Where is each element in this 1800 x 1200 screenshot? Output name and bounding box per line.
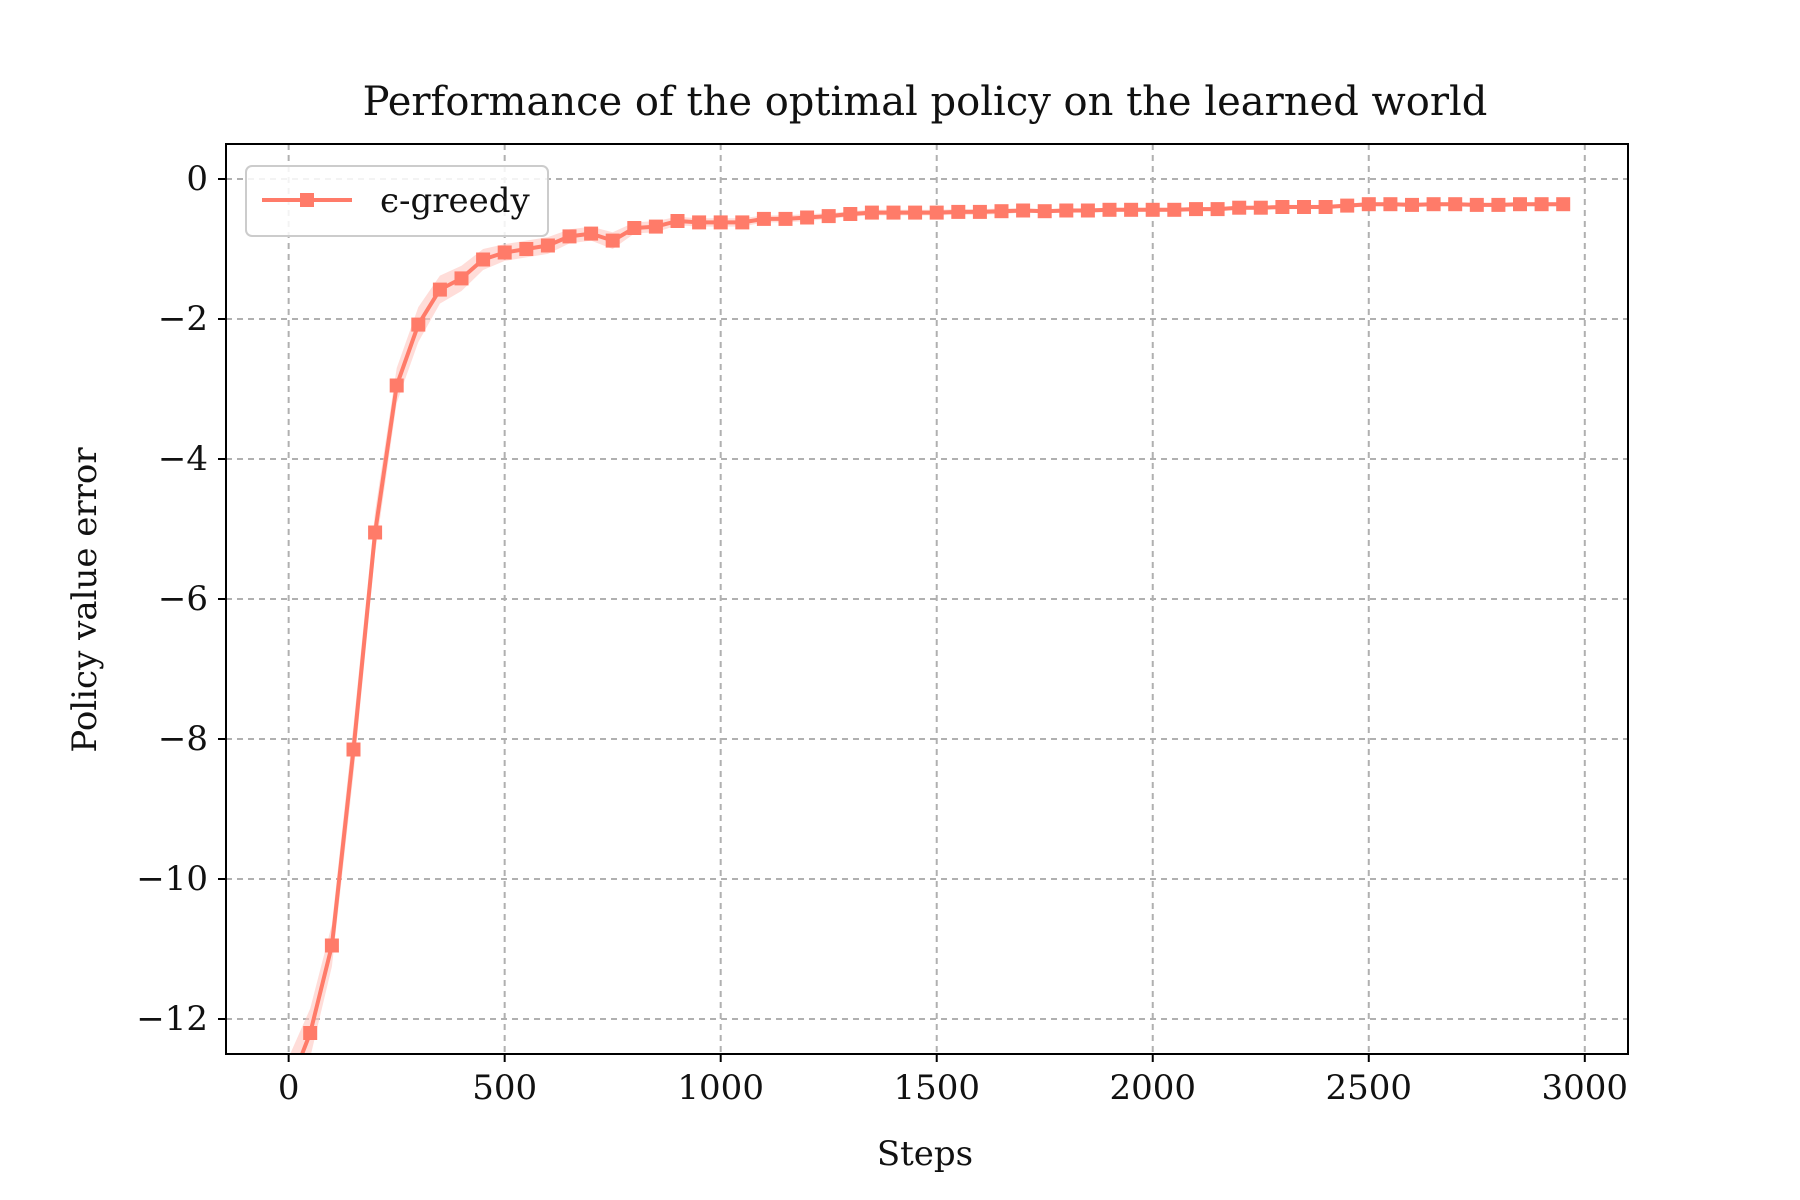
data-point-marker xyxy=(432,282,447,297)
data-point-marker xyxy=(1102,202,1117,217)
data-point-marker xyxy=(1253,200,1268,215)
x-axis-ticks: 0 500 1000 1500 2000 2500 3000 xyxy=(278,1054,1628,1108)
data-point-marker xyxy=(648,219,663,234)
data-point-marker xyxy=(800,210,815,225)
data-point-marker xyxy=(540,238,555,253)
data-point-marker xyxy=(778,211,793,226)
x-tick-label: 500 xyxy=(472,1068,537,1108)
data-point-marker xyxy=(1037,204,1052,219)
y-tick-label: −12 xyxy=(136,999,208,1039)
data-point-marker xyxy=(1210,202,1225,217)
data-point-marker xyxy=(303,1026,318,1040)
data-point-marker xyxy=(908,205,923,220)
data-point-marker xyxy=(476,252,491,267)
data-point-marker xyxy=(864,205,879,220)
data-point-marker xyxy=(972,204,987,219)
data-point-marker xyxy=(1513,197,1527,212)
data-point-marker xyxy=(1383,197,1398,212)
data-point-marker xyxy=(756,211,771,226)
data-point-marker xyxy=(584,226,599,241)
data-point-marker xyxy=(886,205,901,220)
data-point-marker xyxy=(368,525,383,540)
y-tick-label: −4 xyxy=(158,439,208,479)
data-point-marker xyxy=(1016,203,1031,218)
legend-box xyxy=(245,165,549,237)
y-axis-ticks: 0 −2 −4 −6 −8 −10 −12 xyxy=(136,159,226,1039)
legend-label: ϵ-greedy xyxy=(380,181,531,221)
data-point-marker xyxy=(1556,197,1571,212)
data-point-marker xyxy=(324,938,339,953)
data-point-marker xyxy=(1145,202,1160,217)
data-point-marker xyxy=(1318,200,1333,214)
data-point-marker xyxy=(1405,197,1419,212)
x-tick-label: 1000 xyxy=(677,1068,764,1108)
data-point-marker xyxy=(1189,202,1203,217)
y-tick-label: 0 xyxy=(186,159,208,199)
data-point-marker xyxy=(1297,200,1311,214)
data-point-marker xyxy=(1167,202,1182,217)
data-point-marker xyxy=(670,214,685,228)
x-tick-label: 2000 xyxy=(1109,1068,1196,1108)
data-point-marker xyxy=(389,378,404,393)
data-point-marker xyxy=(346,742,361,757)
legend-marker-swatch xyxy=(300,193,314,207)
data-point-marker xyxy=(1340,198,1355,213)
x-tick-label: 1500 xyxy=(893,1068,980,1108)
data-point-marker xyxy=(519,242,534,256)
y-axis-label: Policy value error xyxy=(65,447,105,753)
data-point-marker xyxy=(1275,200,1290,214)
y-tick-label: −10 xyxy=(136,859,208,899)
y-tick-label: −8 xyxy=(158,719,208,759)
data-point-marker xyxy=(1534,197,1549,212)
data-point-marker xyxy=(1448,197,1463,212)
data-point-marker xyxy=(1491,197,1506,212)
x-tick-label: 2500 xyxy=(1326,1068,1413,1108)
data-point-marker xyxy=(1469,197,1484,212)
x-axis-label: Steps xyxy=(877,1134,973,1174)
data-point-marker xyxy=(1232,200,1247,215)
data-point-marker xyxy=(497,245,512,260)
legend: ϵ-greedy xyxy=(245,165,549,237)
data-point-marker xyxy=(1080,203,1095,218)
data-point-marker xyxy=(994,204,1009,219)
data-point-marker xyxy=(692,215,707,230)
data-point-marker xyxy=(821,209,836,224)
chart-title: Performance of the optimal policy on the… xyxy=(363,79,1488,125)
x-tick-label: 3000 xyxy=(1542,1068,1629,1108)
data-point-marker xyxy=(929,205,944,220)
data-point-marker xyxy=(1361,197,1376,212)
data-point-marker xyxy=(735,215,750,230)
data-point-marker xyxy=(1124,202,1139,217)
data-point-marker xyxy=(1426,197,1441,212)
data-point-marker xyxy=(843,207,858,221)
data-point-marker xyxy=(411,317,426,332)
y-tick-label: −6 xyxy=(158,579,208,619)
series-marker-layer xyxy=(303,197,1571,1040)
data-point-marker xyxy=(1059,203,1074,218)
x-tick-label: 0 xyxy=(278,1068,300,1108)
data-point-marker xyxy=(562,229,577,244)
data-point-marker xyxy=(605,233,620,248)
data-point-marker xyxy=(454,271,469,286)
data-point-marker xyxy=(951,204,966,219)
data-point-marker xyxy=(627,221,642,235)
y-tick-label: −2 xyxy=(158,299,208,339)
data-point-marker xyxy=(713,215,728,230)
